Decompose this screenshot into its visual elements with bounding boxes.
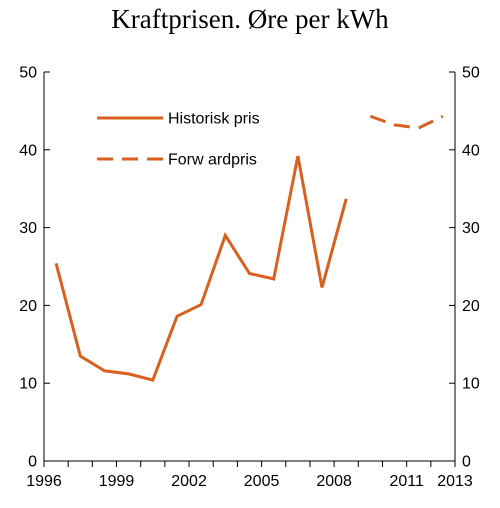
x-tick-label: 2002 xyxy=(171,473,207,490)
x-tick-label: 1996 xyxy=(26,473,62,490)
x-tick-label: 2011 xyxy=(389,473,424,490)
series-group xyxy=(54,114,444,382)
x-tick-label: 2013 xyxy=(437,473,473,490)
legend-label: Forw ardpris xyxy=(168,152,257,169)
y-tick-label-right: 20 xyxy=(462,298,480,315)
y-tick-label-right: 30 xyxy=(462,220,480,237)
series-line-forward xyxy=(369,114,444,130)
y-tick-label-left: 20 xyxy=(19,298,37,315)
x-tick-label: 1999 xyxy=(99,473,135,490)
y-tick-label-left: 50 xyxy=(19,65,37,82)
y-tick-label-left: 10 xyxy=(19,376,37,393)
plot-frame xyxy=(43,72,456,462)
legend-label: Historisk pris xyxy=(168,111,260,128)
series-line-historical xyxy=(54,155,348,382)
chart-title: Kraftprisen. Øre per kWh xyxy=(111,4,389,34)
y-tick-label-left: 40 xyxy=(19,142,37,159)
x-tick-label: 2008 xyxy=(316,473,352,490)
axis-ticks: 0 10 20 30 40 50 0 10 20 30 40 50 1996 1999 2002 2005 20… xyxy=(19,65,480,491)
y-tick-label-right: 40 xyxy=(462,142,480,159)
legend: Historisk pris Forw ardpris xyxy=(97,111,260,169)
y-tick-label-right: 50 xyxy=(462,65,480,82)
y-tick-label-right: 10 xyxy=(462,376,480,393)
y-tick-label-right: 0 xyxy=(462,454,471,471)
y-tick-label-left: 0 xyxy=(28,454,37,471)
y-tick-label-left: 30 xyxy=(19,220,37,237)
x-tick-label: 2005 xyxy=(244,473,280,490)
